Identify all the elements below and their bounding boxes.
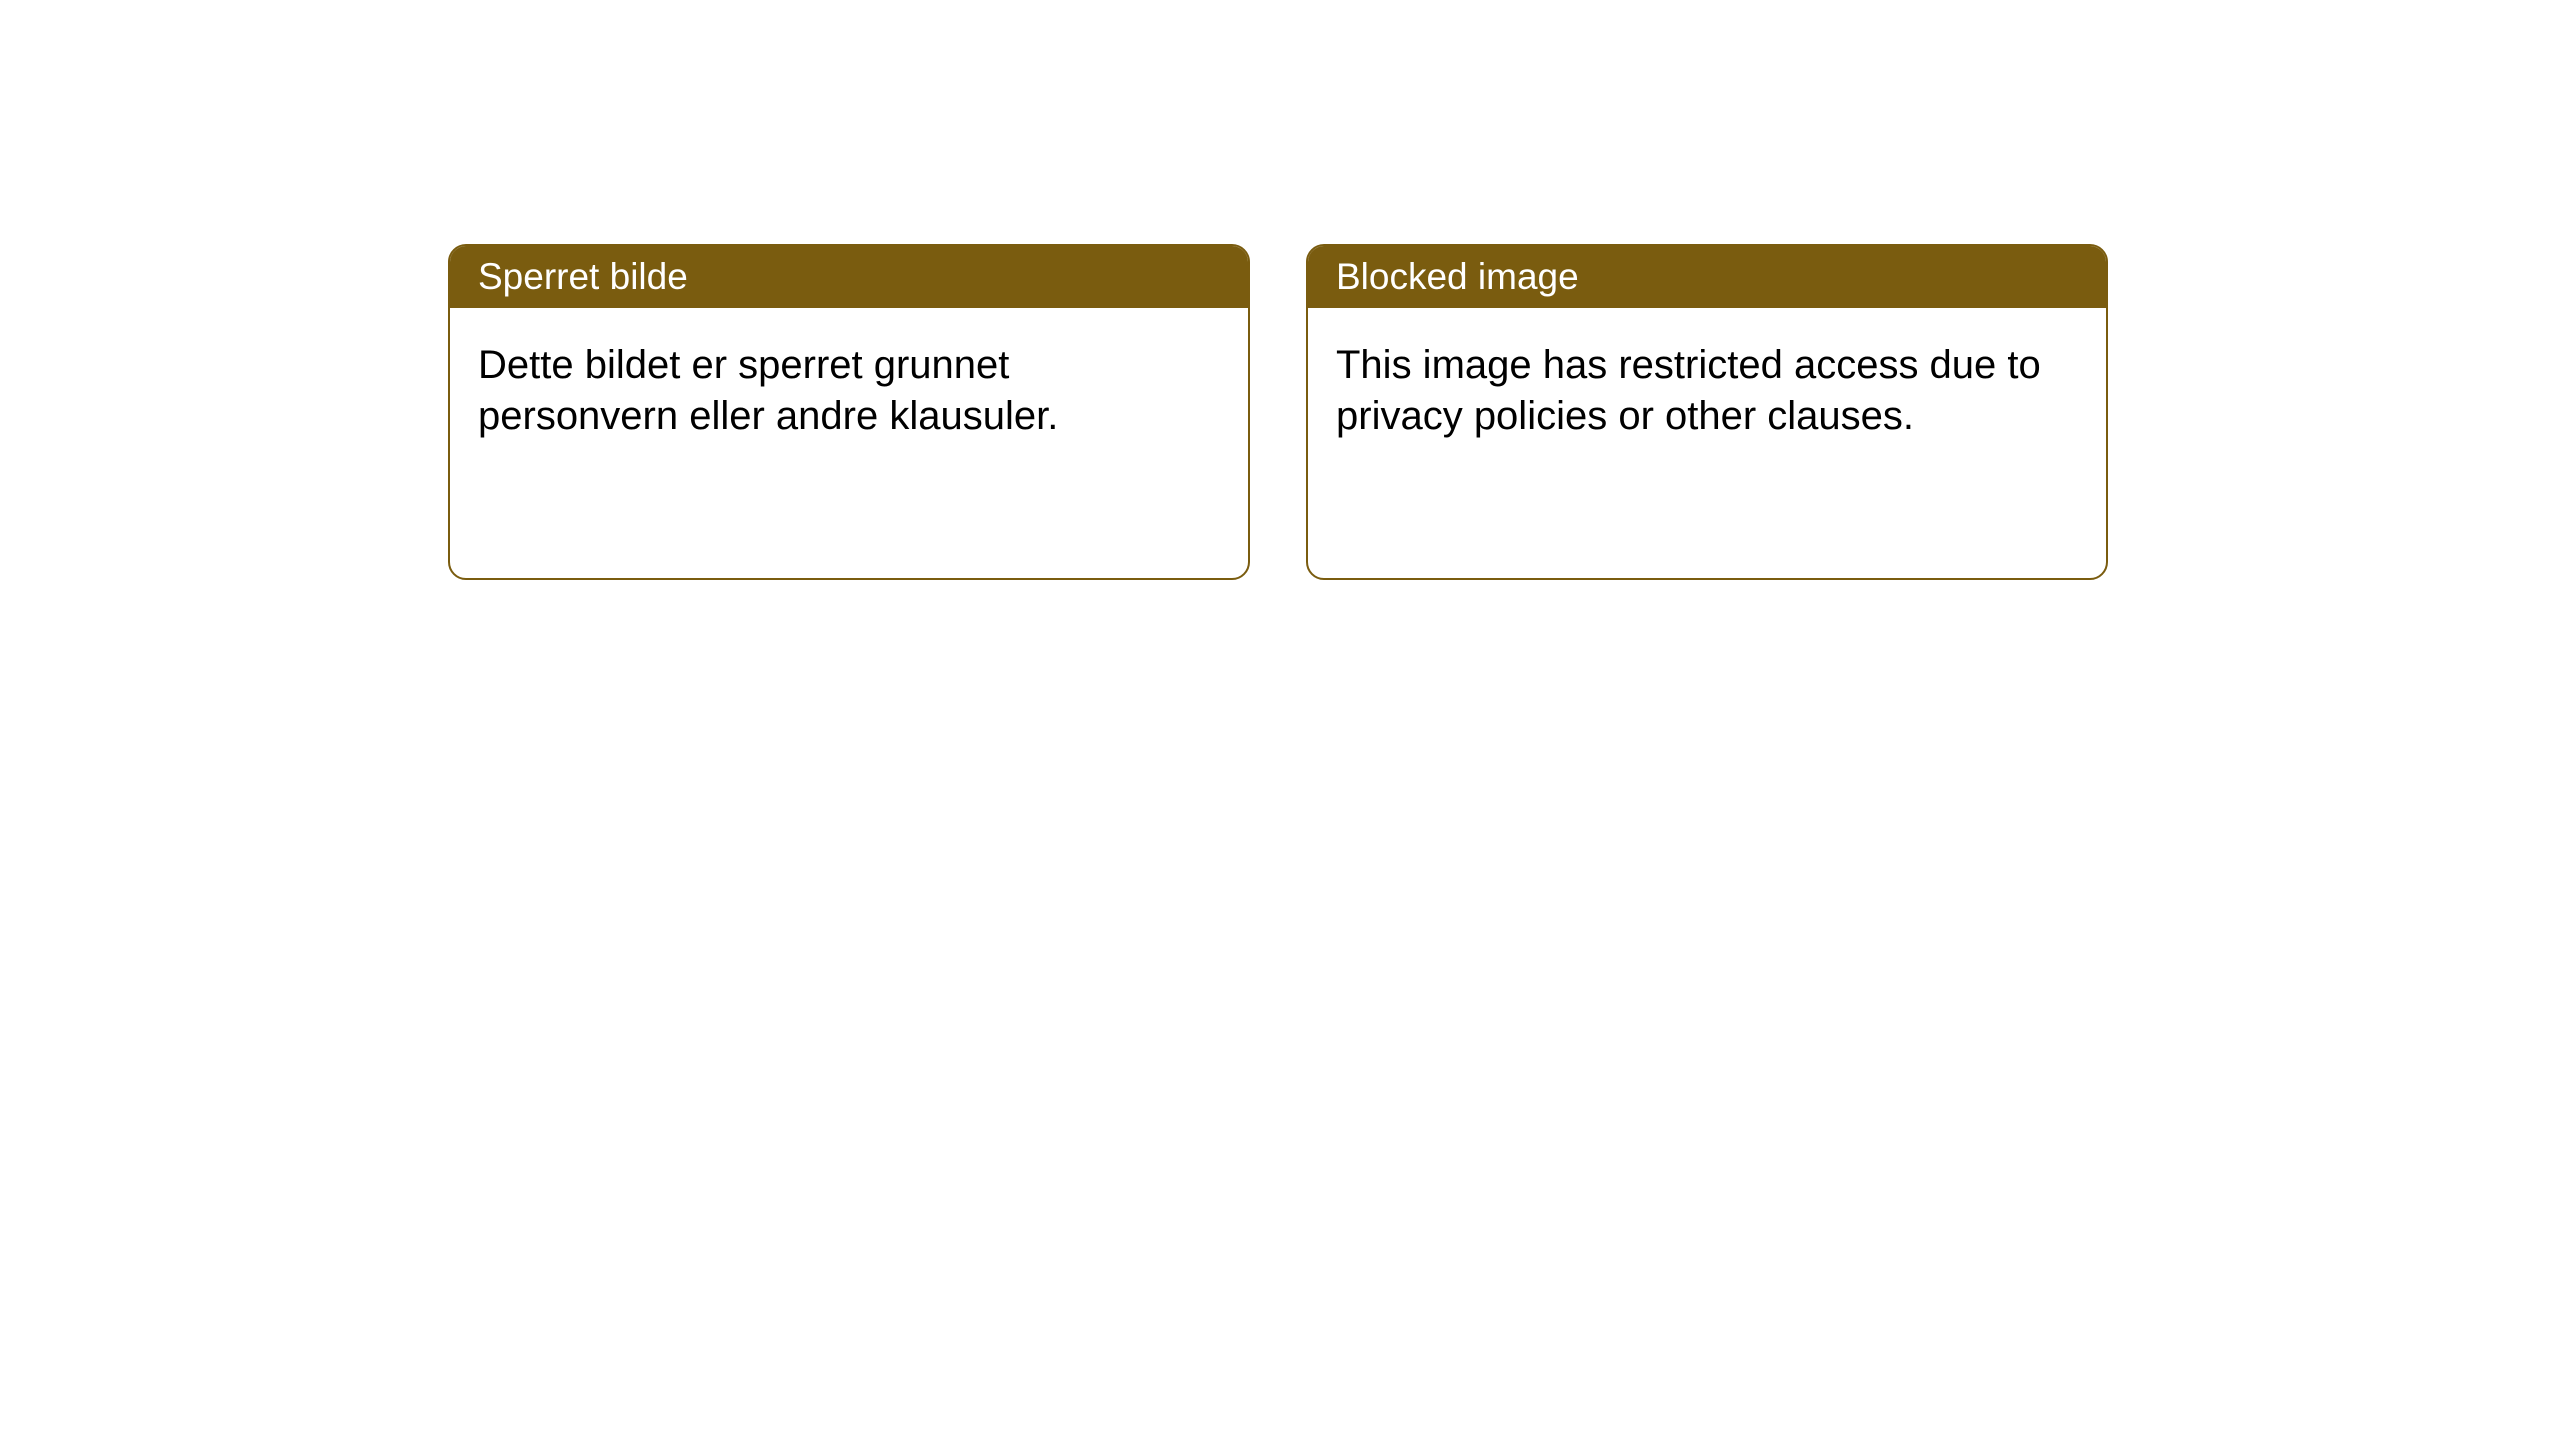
notice-title: Sperret bilde: [478, 256, 688, 297]
notice-header: Sperret bilde: [450, 246, 1248, 308]
notice-title: Blocked image: [1336, 256, 1579, 297]
notices-container: Sperret bilde Dette bildet er sperret gr…: [0, 0, 2560, 580]
notice-card-norwegian: Sperret bilde Dette bildet er sperret gr…: [448, 244, 1250, 580]
notice-header: Blocked image: [1308, 246, 2106, 308]
notice-body-text: This image has restricted access due to …: [1336, 343, 2041, 438]
notice-body-text: Dette bildet er sperret grunnet personve…: [478, 343, 1058, 438]
notice-body: This image has restricted access due to …: [1308, 308, 2106, 578]
notice-card-english: Blocked image This image has restricted …: [1306, 244, 2108, 580]
notice-body: Dette bildet er sperret grunnet personve…: [450, 308, 1248, 578]
